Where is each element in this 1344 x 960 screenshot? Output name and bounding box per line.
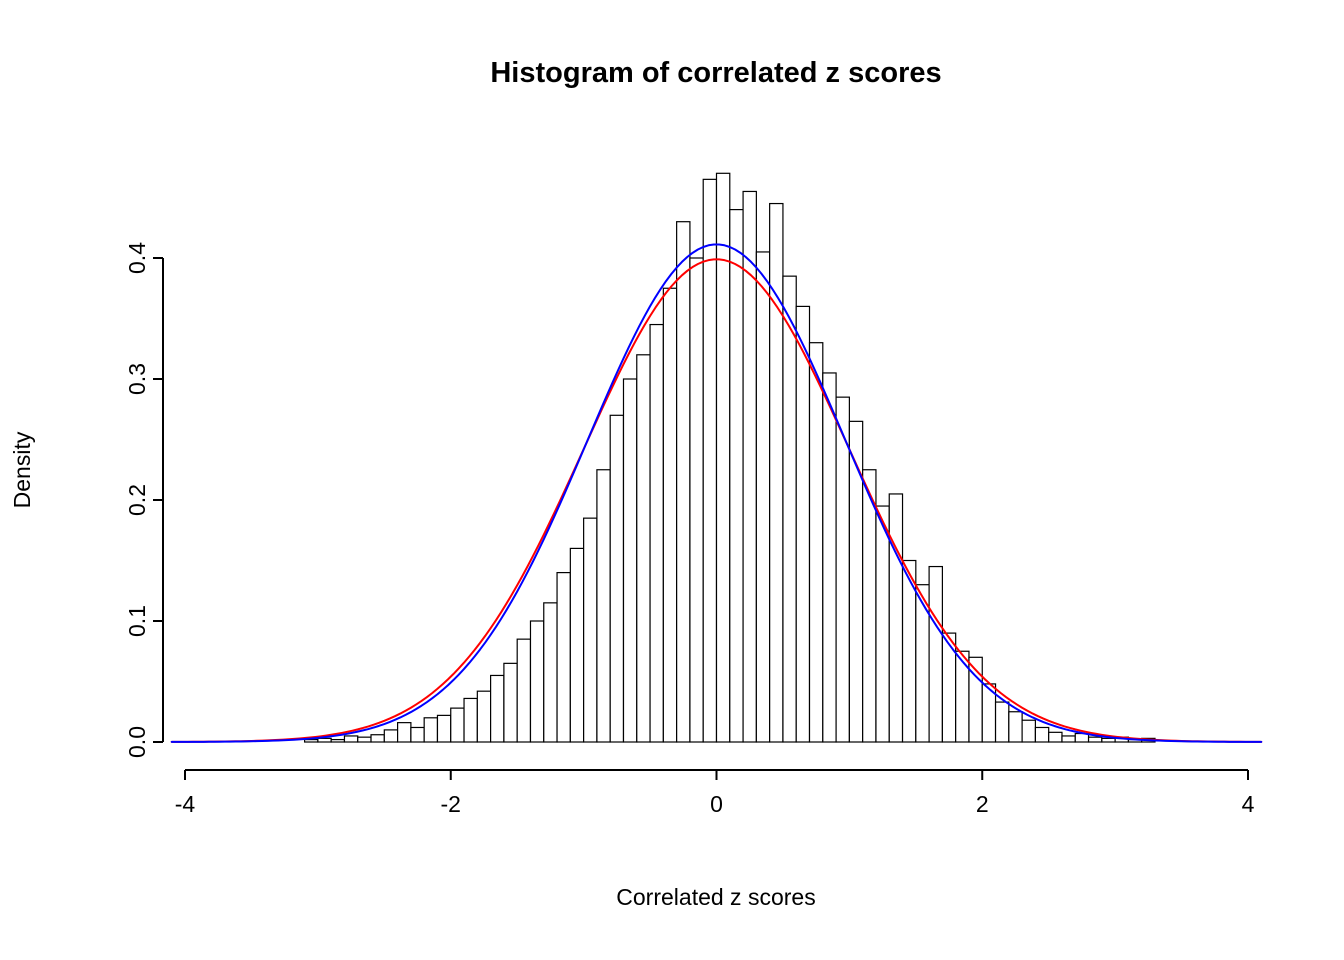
kernel-density-curve: [170, 243, 1263, 743]
histogram-bar: [808, 342, 824, 743]
x-tick-label: -4: [175, 791, 196, 817]
histogram-bar: [915, 584, 930, 743]
histogram-bar: [583, 517, 598, 743]
histogram-bar: [1034, 726, 1050, 743]
histogram-bar: [676, 221, 691, 743]
histogram-bar: [1048, 731, 1063, 743]
histogram-bar: [1087, 736, 1103, 743]
x-axis-label: Correlated z scores: [616, 884, 815, 910]
histogram-bar: [955, 650, 970, 743]
normal-distribution-curve: [170, 258, 1263, 743]
histogram-bar: [702, 178, 718, 743]
histogram-bar: [928, 565, 943, 743]
histogram-bar: [835, 396, 850, 743]
histogram-bar: [888, 493, 904, 743]
y-tick-label: 0.4: [124, 242, 150, 274]
y-tick-label: 0.0: [124, 726, 150, 758]
chart-title: Histogram of correlated z scores: [490, 57, 941, 89]
histogram-bar: [463, 697, 478, 743]
histogram-bar: [848, 420, 864, 743]
histogram-bar: [357, 736, 372, 743]
histogram-bar: [769, 202, 784, 743]
histogram-bar: [503, 662, 518, 743]
x-tick-label: -2: [441, 791, 461, 817]
histogram-bar: [875, 505, 890, 743]
histogram-bar: [662, 287, 678, 743]
histogram-bar: [490, 674, 505, 743]
histogram-bar: [822, 372, 837, 743]
y-tick-label: 0.1: [124, 605, 150, 637]
x-tick-label: 4: [1242, 791, 1255, 817]
histogram-bar: [596, 469, 611, 743]
x-tick-label: 2: [976, 791, 989, 817]
histogram-bar: [556, 571, 571, 743]
histogram-bar: [994, 701, 1010, 743]
histogram-bar: [410, 726, 425, 743]
histogram-bar: [383, 729, 399, 743]
histogram-bar: [516, 638, 532, 743]
histogram-bar: [1021, 719, 1036, 743]
histogram-bar: [569, 547, 585, 743]
y-tick-label: 0.3: [124, 363, 150, 395]
histogram-bar: [543, 602, 558, 743]
histogram-bar: [795, 305, 811, 743]
histogram-bar: [317, 737, 332, 743]
axes: -4 -2 0 2 4 0.0 0.1 0.2 0.3 0.4: [124, 242, 1255, 817]
histogram-bar: [729, 209, 744, 743]
histogram-bar: [303, 738, 319, 743]
histogram-bar: [609, 414, 625, 743]
histogram-bar: [423, 717, 439, 743]
histogram-bar: [1101, 737, 1116, 743]
histogram-bar: [370, 734, 385, 743]
y-tick-label: 0.2: [124, 484, 150, 516]
histogram-bar: [622, 378, 638, 743]
histogram-bar: [649, 323, 664, 743]
histogram-bar: [343, 735, 359, 743]
histogram-bar: [397, 722, 412, 743]
density-curves: [170, 243, 1263, 743]
x-tick-label: 0: [710, 791, 723, 817]
histogram-bar: [476, 690, 492, 743]
histogram-bars: [303, 172, 1156, 743]
histogram-bar: [450, 707, 465, 743]
histogram-bar: [330, 738, 346, 743]
histogram-bar: [436, 714, 452, 743]
histogram-bar: [1008, 711, 1023, 743]
histogram-bar: [689, 257, 704, 743]
histogram-bar: [782, 275, 797, 743]
histogram-bar: [755, 251, 771, 743]
histogram-bar: [636, 354, 651, 743]
y-axis-label: Density: [9, 431, 35, 508]
histogram-bar: [1061, 735, 1076, 743]
histogram-bar: [862, 469, 877, 743]
histogram-bar: [529, 620, 545, 743]
